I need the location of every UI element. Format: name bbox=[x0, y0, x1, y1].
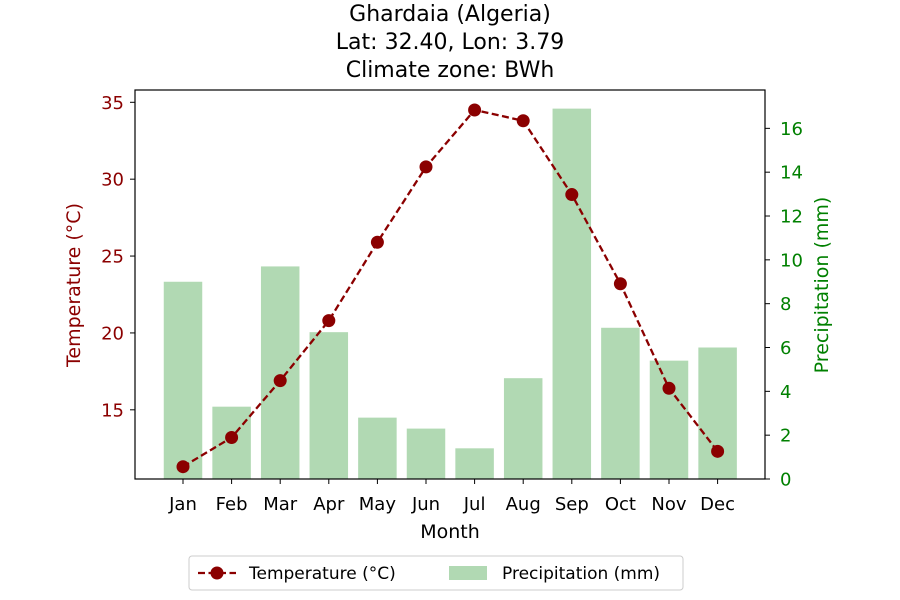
y-axis-left-label: Temperature (°C) bbox=[63, 203, 85, 368]
temp-point-aug bbox=[516, 114, 530, 128]
temp-point-feb bbox=[225, 430, 239, 444]
legend: Temperature (°C) Precipitation (mm) bbox=[188, 555, 684, 591]
y-axis-right: 0 2 4 6 8 10 12 14 16 bbox=[765, 119, 803, 491]
temp-point-nov bbox=[662, 381, 676, 395]
temp-point-apr bbox=[322, 314, 336, 328]
y-axis-right-label: Precipitation (mm) bbox=[811, 197, 833, 374]
precip-bar-nov bbox=[649, 360, 689, 479]
y-left-tick-label: 30 bbox=[101, 170, 124, 191]
chart-title: Ghardaia (Algeria) Lat: 32.40, Lon: 3.79… bbox=[336, 2, 564, 83]
y-right-tick-label: 12 bbox=[780, 207, 803, 228]
x-axis-label: Month bbox=[420, 521, 480, 543]
temp-point-jan bbox=[176, 460, 190, 474]
title-line-3: Climate zone: BWh bbox=[346, 58, 555, 83]
y-right-tick-label: 0 bbox=[780, 470, 791, 491]
temp-point-jul bbox=[468, 103, 482, 117]
temp-point-dec bbox=[711, 444, 725, 458]
y-right-tick-label: 4 bbox=[780, 382, 791, 403]
y-left-tick-label: 15 bbox=[101, 400, 124, 421]
y-right-tick-label: 10 bbox=[780, 250, 803, 271]
x-tick-label-sep: Sep bbox=[555, 494, 589, 515]
x-tick-label-mar: Mar bbox=[263, 494, 298, 515]
plot-frame bbox=[134, 89, 766, 480]
legend-precipitation-label: Precipitation (mm) bbox=[502, 564, 660, 584]
precip-bar-may bbox=[358, 417, 397, 479]
x-tick-label-apr: Apr bbox=[313, 494, 345, 515]
x-tick-label-jan: Jan bbox=[168, 494, 197, 515]
x-tick-label-jul: Jul bbox=[463, 494, 486, 515]
y-left-tick-label: 20 bbox=[101, 323, 124, 344]
temp-point-may bbox=[370, 235, 384, 249]
title-line-2: Lat: 32.40, Lon: 3.79 bbox=[336, 30, 564, 55]
x-tick-label-feb: Feb bbox=[216, 494, 248, 515]
x-tick-label-may: May bbox=[359, 494, 397, 515]
temperature-line bbox=[176, 103, 725, 474]
precipitation-bars bbox=[163, 108, 737, 479]
precip-bar-jul bbox=[455, 448, 494, 479]
temp-point-jun bbox=[419, 160, 433, 174]
y-axis-left: 15 20 25 30 35 bbox=[101, 93, 135, 421]
x-tick-label-dec: Dec bbox=[700, 494, 735, 515]
y-right-tick-label: 16 bbox=[780, 119, 803, 140]
legend-precipitation-swatch bbox=[449, 566, 487, 580]
y-left-tick-label: 35 bbox=[101, 93, 124, 114]
precip-bar-oct bbox=[601, 327, 640, 479]
x-tick-label-oct: Oct bbox=[605, 494, 636, 515]
precip-bar-mar bbox=[260, 266, 300, 479]
legend-temperature-label: Temperature (°C) bbox=[248, 564, 396, 584]
legend-frame bbox=[188, 555, 684, 591]
y-left-tick-label: 25 bbox=[101, 247, 124, 268]
precip-bar-apr bbox=[309, 332, 349, 479]
precip-bar-jan bbox=[163, 281, 203, 479]
title-line-1: Ghardaia (Algeria) bbox=[349, 2, 551, 27]
precip-bar-aug bbox=[503, 378, 543, 479]
y-right-tick-label: 2 bbox=[780, 426, 791, 447]
temp-point-mar bbox=[273, 374, 287, 388]
temp-point-sep bbox=[565, 188, 579, 202]
precip-bar-dec bbox=[698, 347, 737, 479]
x-tick-label-nov: Nov bbox=[651, 494, 686, 515]
y-right-tick-label: 8 bbox=[780, 294, 791, 315]
temperature-series-line bbox=[182, 108, 719, 468]
x-tick-label-aug: Aug bbox=[506, 494, 541, 515]
legend-temperature-marker bbox=[210, 566, 224, 580]
x-tick-label-jun: Jun bbox=[411, 494, 440, 515]
y-right-tick-label: 14 bbox=[780, 163, 803, 184]
x-axis: Jan Feb Mar Apr May Jun Jul Aug Sep Oct Nov Dec bbox=[168, 479, 735, 515]
temp-point-oct bbox=[613, 277, 627, 291]
y-right-tick-label: 6 bbox=[780, 338, 791, 359]
precip-bar-sep bbox=[552, 108, 592, 479]
precip-bar-jun bbox=[406, 428, 446, 479]
